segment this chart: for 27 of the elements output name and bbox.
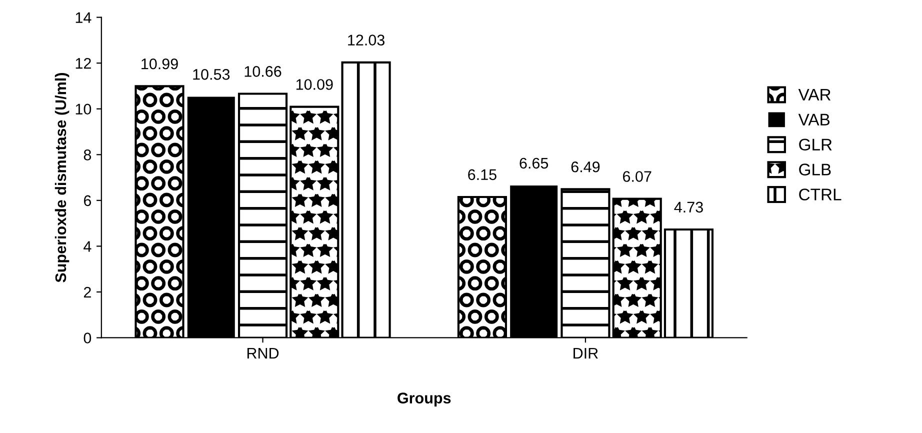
data-label: 4.73 bbox=[674, 202, 703, 213]
data-label: 12.03 bbox=[348, 34, 384, 46]
data-label: 10.53 bbox=[193, 69, 230, 80]
legend-label: VAR bbox=[798, 88, 831, 100]
y-tick-label: 0 bbox=[84, 332, 92, 344]
y-tick-label: 8 bbox=[84, 150, 92, 160]
y-tick-label: 14 bbox=[76, 12, 92, 23]
data-label: 10.09 bbox=[296, 79, 333, 90]
data-label: 6.07 bbox=[623, 171, 652, 182]
x-axis-title: Groups bbox=[398, 392, 451, 406]
legend-label: CTRL bbox=[799, 188, 842, 200]
data-label: 6.65 bbox=[520, 158, 548, 169]
y-tick-label: 12 bbox=[76, 58, 91, 69]
y-tick-label: 4 bbox=[84, 241, 92, 252]
data-label: 6.49 bbox=[571, 161, 600, 172]
y-tick-label: 2 bbox=[84, 286, 91, 298]
y-axis-title: Superioxde dismutase (U/ml) bbox=[54, 73, 70, 282]
y-tick-label: 6 bbox=[84, 195, 92, 206]
legend-label: GLB bbox=[799, 164, 831, 176]
data-label: 10.99 bbox=[142, 58, 178, 70]
legend-label: VAB bbox=[798, 114, 830, 126]
x-tick-label: DIR bbox=[574, 348, 598, 359]
x-tick-label: RND bbox=[247, 348, 279, 359]
legend-label: GLR bbox=[799, 138, 832, 151]
y-tick-label: 10 bbox=[76, 104, 92, 115]
data-label: 10.66 bbox=[244, 66, 282, 77]
data-label: 6.15 bbox=[468, 169, 496, 180]
